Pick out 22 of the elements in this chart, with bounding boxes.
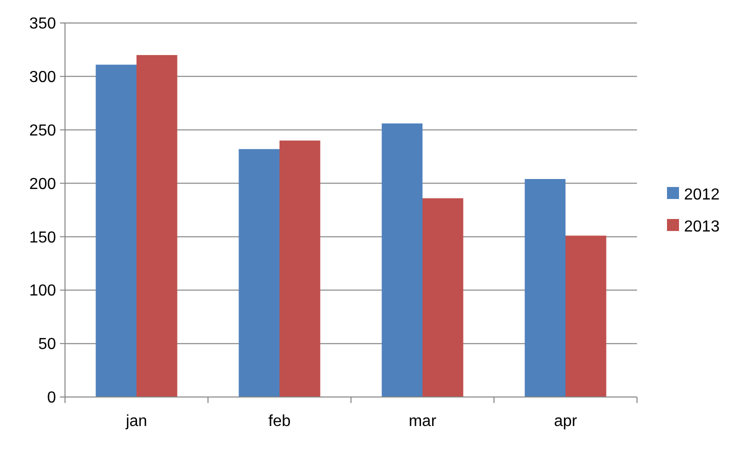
- y-tick-label: 350: [29, 16, 56, 33]
- x-tick-label: mar: [408, 413, 437, 430]
- x-tick-label: jan: [124, 413, 148, 430]
- y-tick-label: 150: [29, 229, 56, 246]
- bar: [280, 140, 320, 397]
- y-tick-label: 250: [29, 122, 56, 140]
- bar: [566, 236, 606, 397]
- bar: [136, 55, 178, 397]
- y-tick-label: 0: [47, 390, 56, 407]
- bar: [238, 149, 280, 397]
- bar: [96, 64, 136, 397]
- y-tick-label: 50: [38, 336, 56, 354]
- legend-label: 2013: [684, 218, 720, 236]
- y-tick-label: 300: [29, 69, 56, 86]
- bar: [382, 123, 422, 397]
- bar: [524, 179, 566, 397]
- y-tick-label: 100: [29, 282, 56, 300]
- y-tick-label: 200: [29, 176, 56, 193]
- legend-label: 2012: [684, 186, 720, 204]
- x-tick-label: apr: [554, 413, 578, 430]
- x-tick-label: feb: [268, 413, 291, 430]
- bar: [422, 198, 464, 397]
